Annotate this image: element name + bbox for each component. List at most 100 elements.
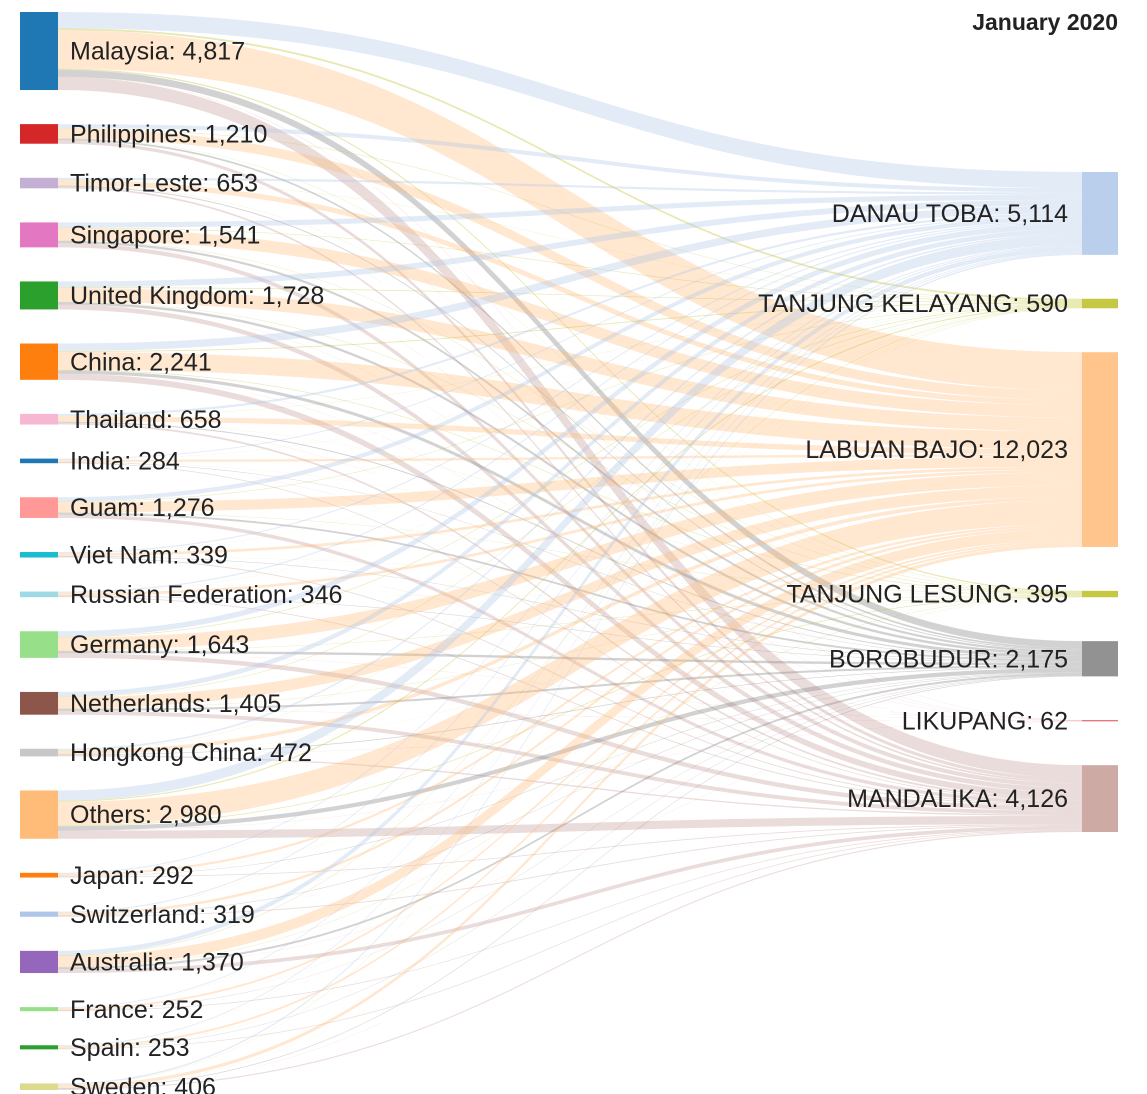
link <box>58 596 1082 916</box>
link <box>58 422 1082 801</box>
link <box>58 253 1082 1085</box>
source-label: Viet Nam: 339 <box>70 541 228 569</box>
link <box>58 815 1082 839</box>
source-label: Netherlands: 1,405 <box>70 690 281 718</box>
link <box>58 721 1082 756</box>
target-node <box>1082 298 1118 309</box>
source-label: Hongkong China: 472 <box>70 739 312 767</box>
source-node <box>20 458 58 464</box>
source-node <box>20 552 58 558</box>
source-node <box>20 12 58 91</box>
link <box>58 243 1082 721</box>
link <box>58 140 1082 782</box>
link <box>58 76 1082 721</box>
link <box>58 595 1082 755</box>
link <box>58 240 1082 593</box>
source-label: Japan: 292 <box>70 862 194 890</box>
links <box>58 12 1082 1090</box>
link <box>58 597 1082 1011</box>
link <box>58 243 1082 788</box>
link <box>58 304 1082 793</box>
source-label: Malaysia: 4,817 <box>70 38 245 66</box>
source-node <box>20 1045 58 1050</box>
link <box>58 824 1082 878</box>
link <box>58 304 1082 554</box>
link <box>58 597 1082 1049</box>
target-node <box>1082 590 1118 598</box>
link <box>58 306 1082 802</box>
link <box>58 556 1082 806</box>
link <box>58 512 1082 595</box>
source-label: Spain: 253 <box>70 1034 190 1062</box>
link <box>58 69 1082 649</box>
link <box>58 672 1082 916</box>
link <box>58 596 1082 721</box>
link <box>58 421 1082 660</box>
link <box>58 653 1082 721</box>
link <box>58 594 1082 651</box>
link <box>58 595 1082 663</box>
link <box>58 462 1082 721</box>
link <box>58 179 1082 302</box>
link <box>58 373 1082 799</box>
link <box>58 228 1082 697</box>
link <box>58 28 1082 301</box>
link <box>58 653 1082 811</box>
target-label: BOROBUDUR: 2,175 <box>829 645 1068 673</box>
link <box>58 12 1082 189</box>
link <box>58 514 1082 805</box>
link <box>58 205 1082 352</box>
target-label: TANJUNG KELAYANG: 590 <box>758 290 1068 318</box>
link <box>58 303 1082 417</box>
link <box>58 667 1082 831</box>
link <box>58 721 1082 1011</box>
link <box>58 466 1082 556</box>
link <box>58 140 1082 721</box>
link <box>58 252 1082 1047</box>
link <box>58 416 1082 455</box>
link <box>58 185 1082 651</box>
link <box>58 128 1082 401</box>
link <box>58 512 1082 662</box>
link <box>58 721 1082 970</box>
link <box>58 456 1082 513</box>
source-node <box>20 631 58 658</box>
source-label: Germany: 1,643 <box>70 631 249 659</box>
link <box>58 194 1082 228</box>
source-node <box>20 950 58 974</box>
link <box>58 373 1082 721</box>
link <box>58 721 1082 916</box>
nodes: Malaysia: 4,817 Philippines: 1,210 Timor-L… <box>20 12 1118 1094</box>
link <box>58 672 1082 877</box>
link <box>58 824 1082 917</box>
link <box>58 543 1082 1089</box>
link <box>58 721 1082 877</box>
link <box>58 305 1082 751</box>
link <box>58 307 1082 874</box>
source-node <box>20 343 58 380</box>
link <box>58 595 1082 709</box>
link <box>58 421 1082 595</box>
link <box>58 215 1082 460</box>
link <box>58 307 1082 1009</box>
link <box>58 830 1082 1050</box>
source-node <box>20 911 58 917</box>
link <box>58 721 1082 1049</box>
target-node <box>1082 172 1118 255</box>
link <box>58 308 1082 1047</box>
link <box>58 223 1082 637</box>
link <box>58 216 1082 502</box>
link <box>58 721 1082 1089</box>
source-label: Singapore: 1,541 <box>70 222 260 250</box>
source-label: Switzerland: 319 <box>70 901 255 929</box>
link <box>58 228 1082 418</box>
link <box>58 596 1082 877</box>
link <box>58 556 1082 663</box>
source-node <box>20 281 58 310</box>
link <box>58 825 1082 974</box>
link <box>58 539 1082 1011</box>
link <box>58 829 1082 1012</box>
source-label: Sweden: 406 <box>70 1073 216 1094</box>
link <box>58 304 1082 593</box>
